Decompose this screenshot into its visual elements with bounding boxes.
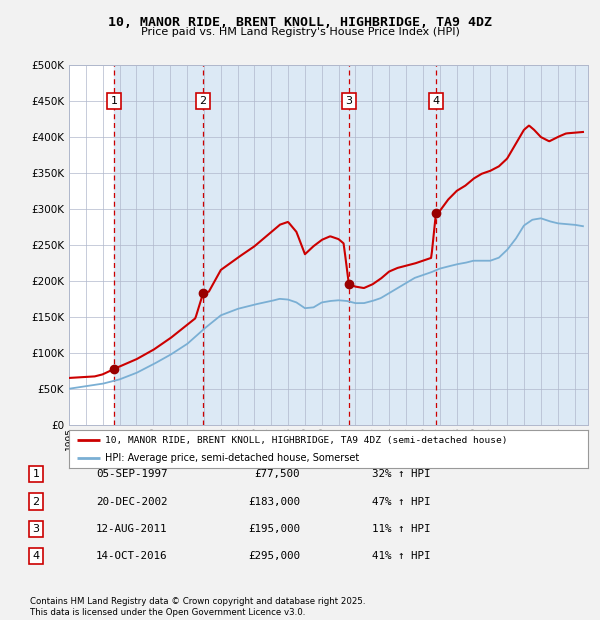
Text: 1: 1 — [32, 469, 40, 479]
Bar — [203, 65, 349, 425]
Text: 14-OCT-2016: 14-OCT-2016 — [96, 551, 167, 561]
Bar — [349, 65, 436, 425]
Text: 20-DEC-2002: 20-DEC-2002 — [96, 497, 167, 507]
Text: HPI: Average price, semi-detached house, Somerset: HPI: Average price, semi-detached house,… — [106, 453, 359, 464]
Text: 11% ↑ HPI: 11% ↑ HPI — [372, 524, 431, 534]
Text: 47% ↑ HPI: 47% ↑ HPI — [372, 497, 431, 507]
Text: 3: 3 — [346, 96, 352, 106]
Text: 4: 4 — [433, 96, 440, 106]
Text: 12-AUG-2011: 12-AUG-2011 — [96, 524, 167, 534]
Text: £183,000: £183,000 — [248, 497, 300, 507]
Text: 32% ↑ HPI: 32% ↑ HPI — [372, 469, 431, 479]
Text: This data is licensed under the Open Government Licence v3.0.: This data is licensed under the Open Gov… — [30, 608, 305, 617]
Text: £195,000: £195,000 — [248, 524, 300, 534]
Text: 41% ↑ HPI: 41% ↑ HPI — [372, 551, 431, 561]
Text: 3: 3 — [32, 524, 40, 534]
Bar — [114, 65, 203, 425]
Text: £295,000: £295,000 — [248, 551, 300, 561]
Text: 4: 4 — [32, 551, 40, 561]
Text: Contains HM Land Registry data © Crown copyright and database right 2025.: Contains HM Land Registry data © Crown c… — [30, 597, 365, 606]
Text: 2: 2 — [32, 497, 40, 507]
Bar — [436, 65, 588, 425]
Text: 2: 2 — [200, 96, 206, 106]
Text: 10, MANOR RIDE, BRENT KNOLL, HIGHBRIDGE, TA9 4DZ: 10, MANOR RIDE, BRENT KNOLL, HIGHBRIDGE,… — [108, 16, 492, 29]
Text: £77,500: £77,500 — [254, 469, 300, 479]
Text: Price paid vs. HM Land Registry's House Price Index (HPI): Price paid vs. HM Land Registry's House … — [140, 27, 460, 37]
Text: 1: 1 — [110, 96, 118, 106]
Text: 10, MANOR RIDE, BRENT KNOLL, HIGHBRIDGE, TA9 4DZ (semi-detached house): 10, MANOR RIDE, BRENT KNOLL, HIGHBRIDGE,… — [106, 435, 508, 445]
Text: 05-SEP-1997: 05-SEP-1997 — [96, 469, 167, 479]
